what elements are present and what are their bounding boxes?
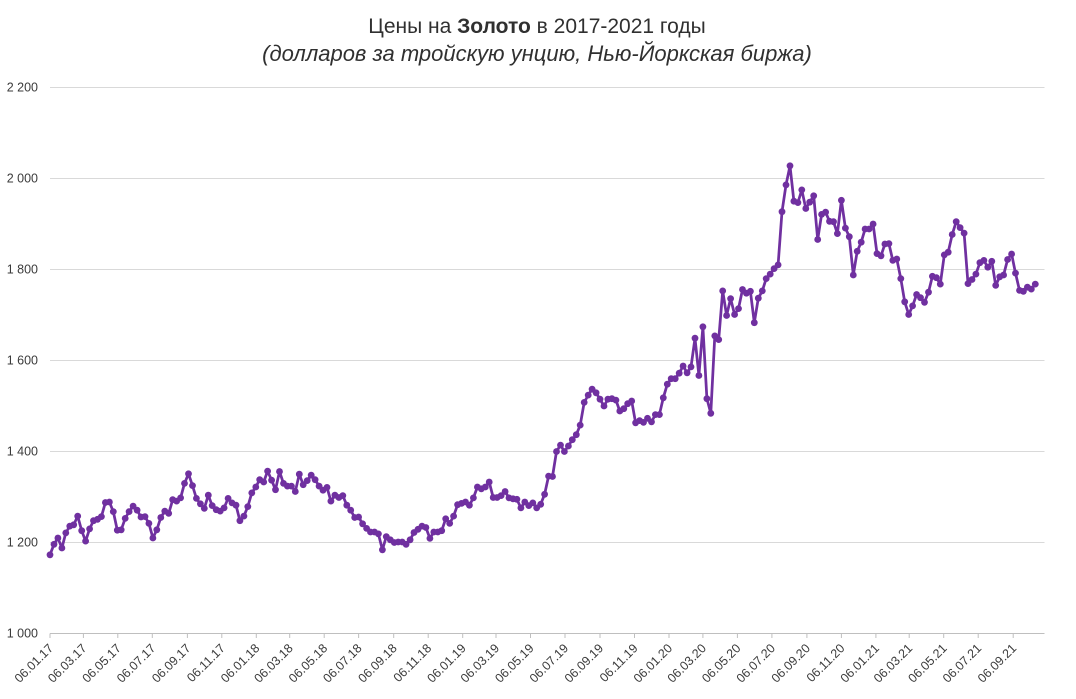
svg-text:(долларов за тройскую унцию, Н: (долларов за тройскую унцию, Нью-Йоркска… bbox=[262, 40, 812, 66]
svg-text:1 600: 1 600 bbox=[7, 354, 38, 368]
svg-text:Цены на Золото в 2017-2021 год: Цены на Золото в 2017-2021 годы bbox=[368, 15, 705, 38]
svg-text:2 200: 2 200 bbox=[7, 81, 38, 95]
svg-text:2 000: 2 000 bbox=[7, 172, 38, 186]
svg-text:1 400: 1 400 bbox=[7, 445, 38, 459]
svg-text:1 800: 1 800 bbox=[7, 263, 38, 277]
svg-text:1 200: 1 200 bbox=[7, 536, 38, 550]
svg-text:1 000: 1 000 bbox=[7, 627, 38, 641]
